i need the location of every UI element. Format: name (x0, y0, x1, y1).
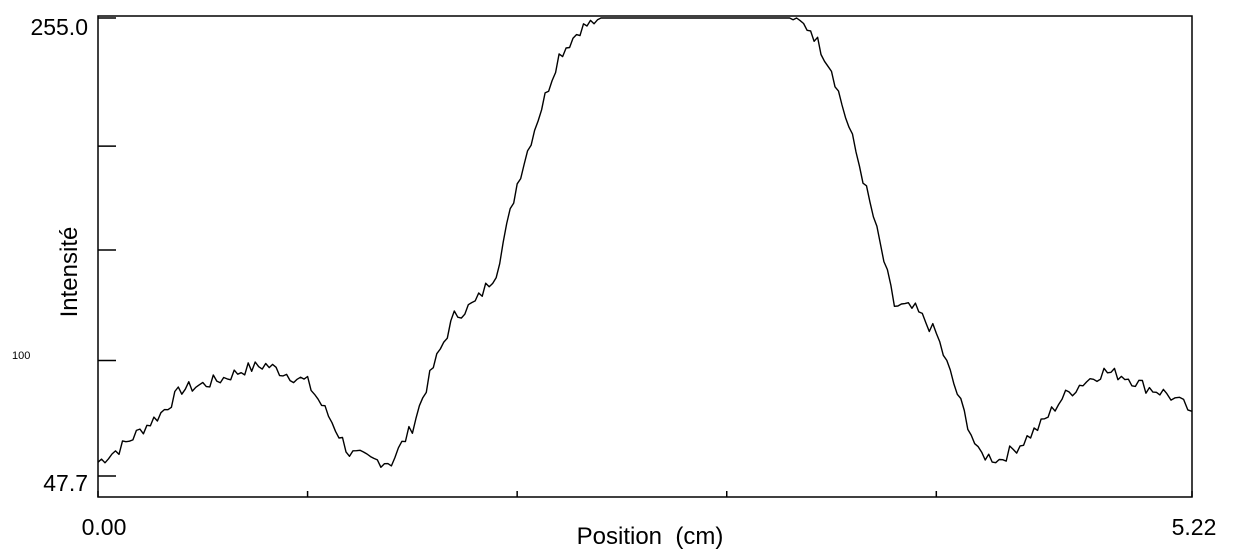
x-ticks (97, 491, 1193, 497)
intensity-line (97, 17, 1193, 468)
ytick-label-255: 255.0 (30, 14, 88, 40)
xtick-label-5-22: 5.22 (1172, 514, 1217, 540)
ytick-label-100: 100 (12, 350, 30, 362)
plot-frame (97, 15, 1193, 498)
y-ticks (98, 17, 116, 477)
xtick-label-0: 0.00 (82, 514, 127, 540)
y-axis-label: Intensité (56, 227, 83, 318)
x-axis-label: Position (cm) (577, 523, 724, 550)
ytick-label-47-7: 47.7 (43, 470, 88, 496)
